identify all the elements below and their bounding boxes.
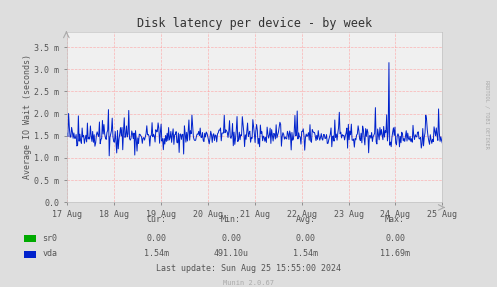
Text: 0.00: 0.00 xyxy=(147,234,166,243)
Y-axis label: Average IO Wait (seconds): Average IO Wait (seconds) xyxy=(23,55,32,179)
Text: 11.69m: 11.69m xyxy=(380,249,410,259)
Text: 0.00: 0.00 xyxy=(296,234,316,243)
Text: sr0: sr0 xyxy=(42,234,57,243)
Text: 1.54m: 1.54m xyxy=(293,249,318,259)
Text: RRDTOOL / TOBI OETIKER: RRDTOOL / TOBI OETIKER xyxy=(485,80,490,149)
Text: Min:: Min: xyxy=(221,216,241,224)
Title: Disk latency per device - by week: Disk latency per device - by week xyxy=(137,18,372,30)
Text: vda: vda xyxy=(42,249,57,259)
Text: 1.54m: 1.54m xyxy=(144,249,169,259)
Text: Max:: Max: xyxy=(385,216,405,224)
Text: Munin 2.0.67: Munin 2.0.67 xyxy=(223,280,274,286)
Text: 491.10u: 491.10u xyxy=(214,249,248,259)
Text: Avg:: Avg: xyxy=(296,216,316,224)
Text: 0.00: 0.00 xyxy=(385,234,405,243)
Text: 0.00: 0.00 xyxy=(221,234,241,243)
Text: Cur:: Cur: xyxy=(147,216,166,224)
Text: Last update: Sun Aug 25 15:55:00 2024: Last update: Sun Aug 25 15:55:00 2024 xyxy=(156,264,341,273)
